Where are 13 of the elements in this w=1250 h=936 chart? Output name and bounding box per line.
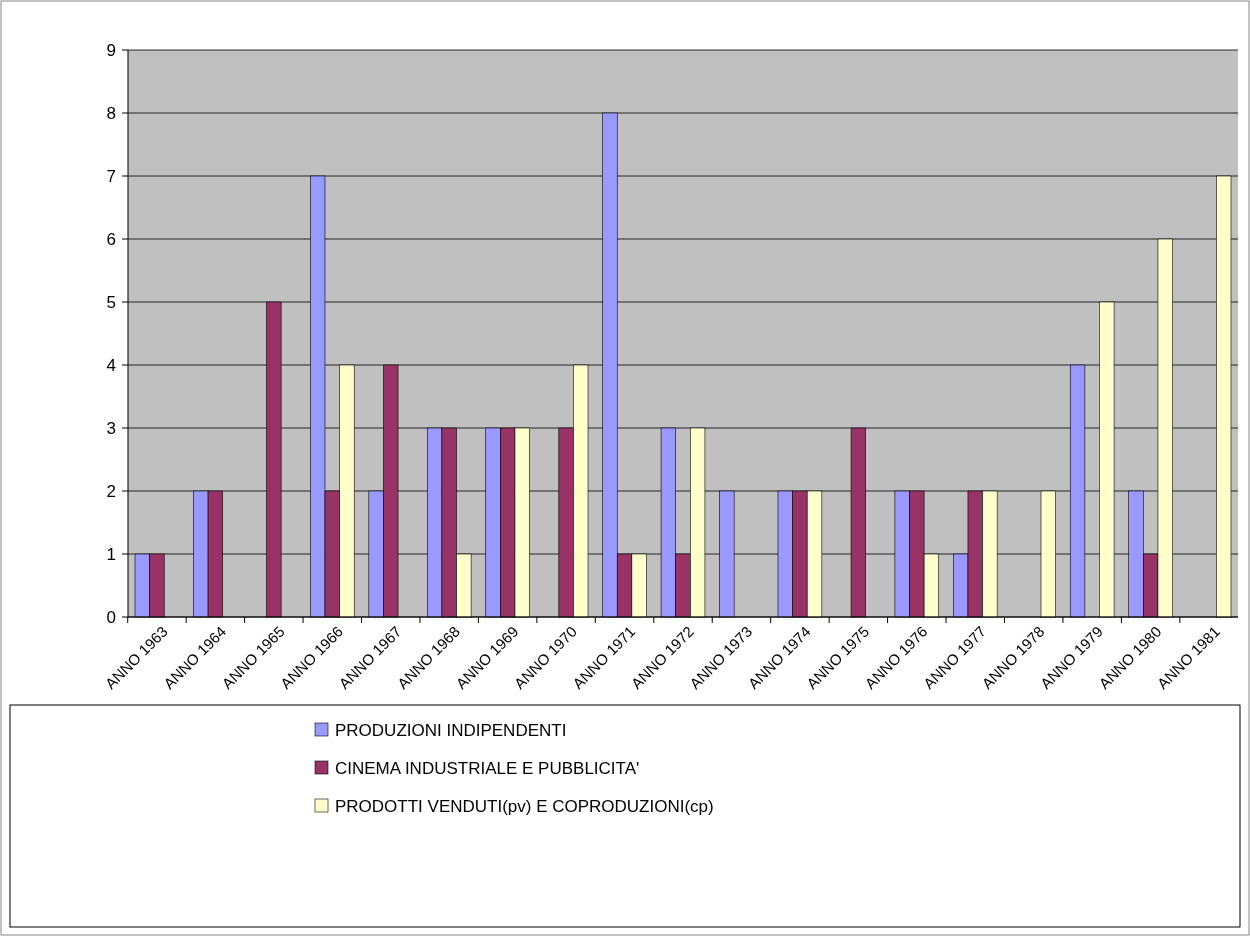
y-tick-label: 8: [106, 103, 116, 123]
legend-label: CINEMA INDUSTRIALE E PUBBLICITA': [335, 758, 640, 778]
y-tick-label: 9: [106, 40, 116, 60]
y-tick-label: 6: [106, 229, 116, 249]
legend-label: PRODOTTI VENDUTI(pv) E COPRODUZIONI(cp): [335, 796, 714, 816]
y-tick-label: 7: [106, 166, 116, 186]
y-tick-label: 2: [106, 481, 116, 501]
legend-label: PRODUZIONI INDIPENDENTI: [335, 720, 567, 740]
y-tick-label: 3: [106, 418, 116, 438]
y-tick-label: 1: [106, 544, 116, 564]
y-tick-label: 0: [106, 607, 116, 627]
y-tick-label: 4: [106, 355, 116, 375]
y-tick-label: 5: [106, 292, 116, 312]
